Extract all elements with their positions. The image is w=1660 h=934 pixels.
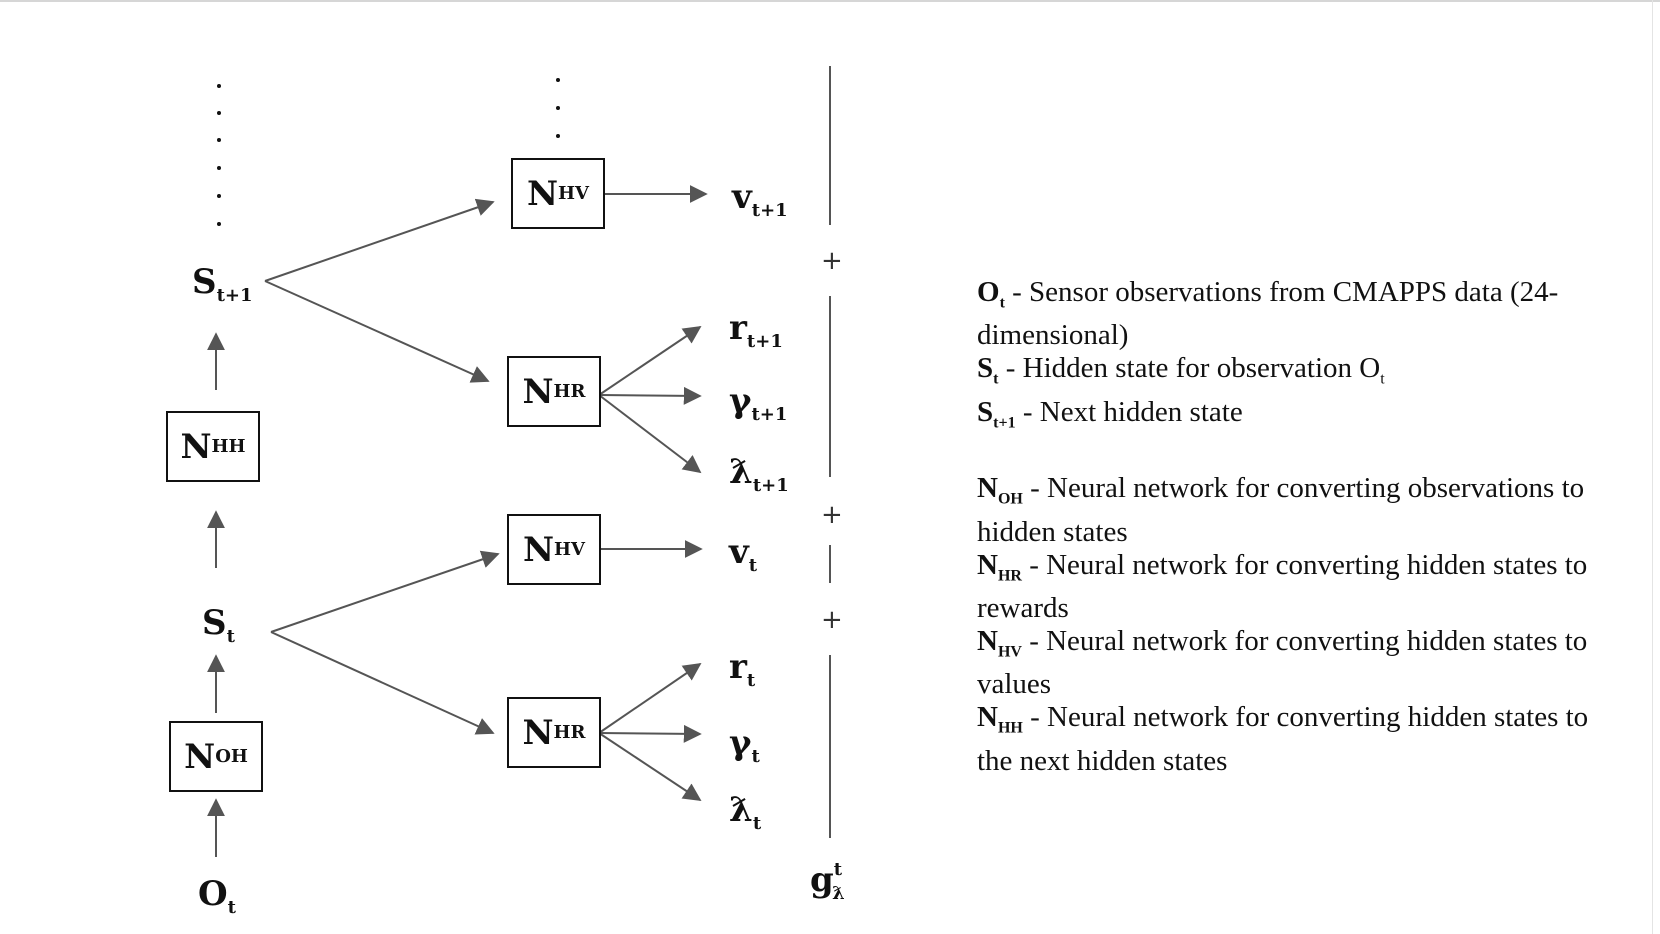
legend-item-nhr: NHR - Neural network for converting hidd…: [977, 548, 1588, 624]
legend-item-nhv: NHV - Neural network for converting hidd…: [977, 624, 1588, 701]
arrow-st1-to-nhr: [264, 280, 490, 383]
legend-item-st: St - Hidden state for observation Ot: [977, 352, 1385, 388]
legend: Ot - Sensor observations from CMAPPS dat…: [977, 276, 1627, 778]
legend-item-nhh: NHH - Neural network for converting hidd…: [977, 701, 1589, 777]
network-nhh-box: N HH: [166, 411, 260, 482]
discount-gammat-label: γt: [729, 723, 760, 768]
continuation-dots-left: [217, 84, 221, 226]
discount-gammat1-label: γt+1: [729, 381, 788, 426]
continuation-dots-middle: [556, 78, 560, 138]
state-st1-label: St+1: [192, 262, 253, 307]
plus-sign-1: +: [821, 246, 843, 276]
network-nhv-t1-box: N HV: [511, 158, 605, 229]
right-border: [1652, 0, 1653, 934]
legend-item-ot: Ot - Sensor observations from CMAPPS dat…: [977, 276, 1559, 352]
top-border: [0, 0, 1660, 2]
arrow-nhr-to-lambdat1: [598, 394, 702, 474]
reward-rt1-label: rt+1: [729, 308, 783, 353]
arrow-nhr-to-gammat: [598, 724, 702, 743]
legend-item-noh: NOH - Neural network for converting obse…: [977, 472, 1585, 548]
arrow-nhr-to-gammat1: [598, 386, 702, 405]
observation-ot-label: Ot: [198, 874, 236, 919]
value-vt1-label: vt+1: [732, 177, 788, 222]
value-vt-label: vt: [729, 532, 758, 577]
lambda-t-label: ƛt: [729, 790, 762, 835]
legend-item-st1: St+1 - Next hidden state: [977, 395, 1243, 432]
arrow-st-to-nhv: [270, 550, 500, 633]
reward-rt-label: rt: [729, 647, 756, 692]
arrow-st1-to-nhv: [264, 198, 495, 282]
network-nhr-t1-box: N HR: [507, 356, 601, 427]
network-nhv-t-box: N HV: [507, 514, 601, 585]
lambda-return-label: gtƛ: [810, 859, 845, 905]
lambda-t1-label: ƛt+1: [729, 452, 789, 497]
arrow-st-to-nhr: [270, 631, 495, 735]
legend-gap: [977, 439, 1627, 472]
arrow-nhr-to-rt1: [598, 325, 702, 396]
arrow-nhr-to-rt: [598, 662, 702, 734]
network-noh-box: N OH: [169, 721, 263, 792]
network-nhr-t-box: N HR: [507, 697, 601, 768]
arrow-nhr-to-lambdat: [598, 732, 702, 801]
plus-sign-2: +: [821, 500, 843, 530]
state-st-label: St: [202, 603, 235, 648]
plus-sign-3: +: [821, 605, 843, 635]
